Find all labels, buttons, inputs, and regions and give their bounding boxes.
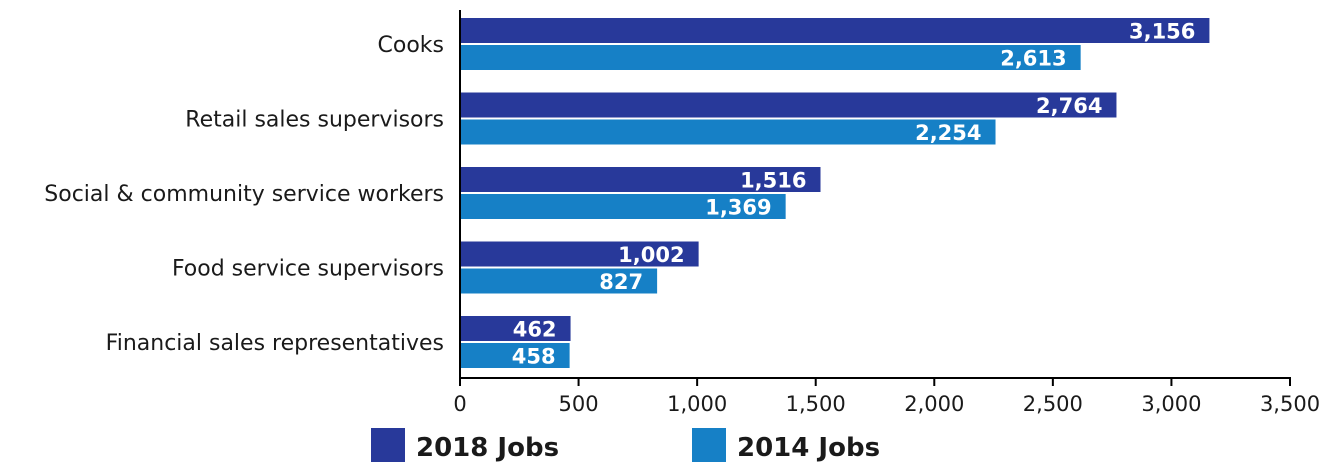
x-ticks-layer: 0 500 1,000 1,500 2,000 2,500 3,000 3,500 bbox=[453, 378, 1320, 416]
bar-value-label: 1,002 bbox=[618, 243, 684, 267]
x-tick-label: 2,000 bbox=[904, 392, 964, 416]
bar-2018-jobs-4 bbox=[461, 316, 571, 341]
bar-2018-jobs-2 bbox=[461, 167, 821, 192]
bar-2014-jobs-0 bbox=[461, 45, 1081, 70]
x-tick-label: 1,500 bbox=[786, 392, 846, 416]
category-label: Social & community service workers bbox=[44, 182, 444, 207]
category-label: Food service supervisors bbox=[172, 257, 444, 282]
category-labels-layer: Cooks Retail sales supervisors Social & co… bbox=[44, 33, 444, 356]
x-tick-label: 2,500 bbox=[1023, 392, 1083, 416]
legend: 2018 Jobs 2014 Jobs bbox=[371, 428, 880, 463]
bar-2014-jobs-2 bbox=[461, 194, 786, 219]
bar-value-label: 462 bbox=[513, 318, 557, 342]
category-label: Financial sales representatives bbox=[106, 331, 444, 356]
x-tick-label: 1,000 bbox=[667, 392, 727, 416]
x-tick-label: 3,000 bbox=[1141, 392, 1201, 416]
bar-value-label: 827 bbox=[599, 270, 643, 294]
bar-value-label: 2,764 bbox=[1036, 94, 1102, 118]
legend-label: 2018 Jobs bbox=[416, 433, 559, 463]
value-labels-layer: 3,156 2,613 2,764 2,254 1,516 1,369 1,002 827 46… bbox=[512, 20, 1196, 369]
x-tick-label: 0 bbox=[453, 392, 466, 416]
category-label: Cooks bbox=[378, 33, 444, 58]
bar-value-label: 1,369 bbox=[705, 196, 771, 220]
bar-2018-jobs-1 bbox=[461, 92, 1117, 118]
bar-value-label: 1,516 bbox=[740, 169, 806, 193]
bar-value-label: 2,613 bbox=[1000, 47, 1066, 71]
bar-2014-jobs-3 bbox=[461, 268, 658, 294]
legend-swatch-2018-jobs bbox=[371, 428, 405, 462]
legend-label: 2014 Jobs bbox=[737, 433, 880, 463]
bar-2018-jobs-3 bbox=[461, 241, 699, 267]
bars-layer bbox=[461, 18, 1210, 368]
x-tick-label: 500 bbox=[559, 392, 599, 416]
bar-value-label: 458 bbox=[512, 345, 556, 369]
bar-2014-jobs-1 bbox=[461, 119, 996, 145]
bar-value-label: 2,254 bbox=[915, 121, 981, 145]
bar-value-label: 3,156 bbox=[1129, 20, 1195, 44]
category-label: Retail sales supervisors bbox=[185, 108, 444, 133]
legend-swatch-2014-jobs bbox=[692, 428, 726, 462]
bar-2018-jobs-0 bbox=[461, 18, 1210, 43]
x-tick-label: 3,500 bbox=[1260, 392, 1320, 416]
bar-2014-jobs-4 bbox=[461, 343, 570, 368]
